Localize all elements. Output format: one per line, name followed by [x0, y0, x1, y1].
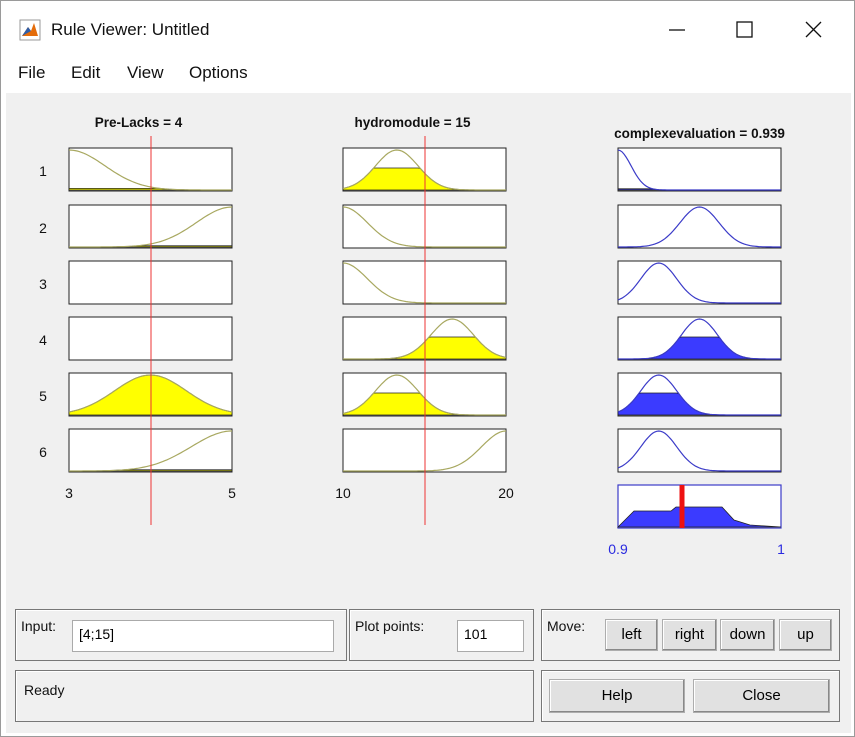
close-button[interactable]: Close — [693, 679, 830, 713]
move-button[interactable]: left — [605, 619, 658, 651]
membership-curve — [618, 318, 781, 360]
rule-plots: Pre-Lacks = 4 3 5 hydromodule = 15 10 20 compl… — [39, 115, 785, 557]
range-max: 1 — [777, 541, 785, 557]
status-text: Ready — [24, 682, 65, 698]
variable-label: hydromodule = 15 — [355, 115, 471, 130]
help-button[interactable]: Help — [549, 679, 685, 713]
move-button[interactable]: right — [662, 619, 717, 651]
range-min: 3 — [65, 485, 73, 501]
title-bar: Rule Viewer: Untitled — [1, 1, 854, 53]
input-panel: Input: [4;15] — [15, 609, 347, 661]
menu-item[interactable]: Edit — [71, 63, 101, 82]
rule-number: 4 — [39, 332, 47, 348]
app-icon — [19, 19, 41, 41]
rule-number: 5 — [39, 388, 47, 404]
rule-number: 6 — [39, 444, 47, 460]
menu-item[interactable]: Options — [189, 63, 248, 82]
membership-curve — [617, 374, 781, 416]
range-max: 20 — [498, 485, 514, 501]
membership-curve — [617, 149, 781, 191]
aggregate-area — [617, 506, 782, 528]
rule-number: 2 — [39, 220, 47, 236]
window-title: Rule Viewer: Untitled — [51, 20, 210, 39]
move-button[interactable]: up — [779, 619, 832, 651]
window-controls[interactable] — [661, 16, 841, 44]
menu-item[interactable]: File — [18, 63, 46, 82]
menu-item[interactable]: View — [127, 63, 164, 82]
rule-number: 1 — [39, 163, 47, 179]
menu-bar: File Edit View Options — [1, 53, 854, 93]
status-panel: Ready — [15, 670, 534, 722]
rule-number: 3 — [39, 276, 47, 292]
action-panel: Help Close — [541, 670, 840, 722]
input-field[interactable]: [4;15] — [72, 620, 334, 652]
range-min: 0.9 — [608, 541, 628, 557]
rule-plot — [617, 428, 782, 473]
range-min: 10 — [335, 485, 351, 501]
input-label: Input: — [21, 618, 57, 634]
rule-plot — [617, 260, 782, 305]
range-max: 5 — [228, 485, 236, 501]
variable-label: complexevaluation = 0.939 — [614, 126, 785, 141]
membership-curve — [618, 206, 781, 248]
membership-curve — [617, 430, 781, 472]
move-label: Move: — [547, 618, 586, 634]
rule-plot — [617, 147, 782, 192]
membership-curve — [617, 262, 781, 304]
plot-points-panel: Plot points: 101 — [349, 609, 534, 661]
variable-label: Pre-Lacks = 4 — [95, 115, 183, 130]
rule-plot — [617, 204, 782, 249]
plot-points-label: Plot points: — [355, 618, 425, 634]
move-button[interactable]: down — [720, 619, 775, 651]
plot-points-field[interactable]: 101 — [457, 620, 524, 652]
move-panel: Move: left right down up — [541, 609, 840, 661]
